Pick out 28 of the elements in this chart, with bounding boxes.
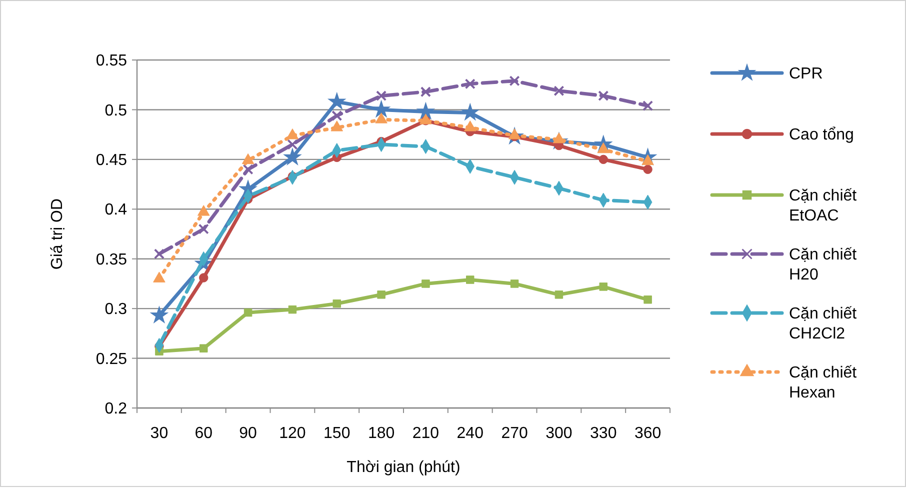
y-tick-label: 0.4 [104, 202, 128, 219]
y-tick-label: 0.25 [96, 350, 128, 368]
legend-label: CPR [789, 66, 823, 83]
legend-label: Cao tổng [789, 126, 854, 144]
legend-label: Cặn chiết CH2Cl2 [789, 306, 858, 343]
x-tick-label: 210 [412, 425, 440, 442]
x-tick-label: 150 [324, 425, 350, 442]
x-tick-label: 360 [634, 425, 662, 442]
y-tick-label: 0.45 [96, 152, 128, 170]
x-tick-label: 330 [590, 425, 617, 442]
x-axis-title: Thời gian (phút) [346, 459, 460, 476]
x-tick-label: 90 [239, 425, 258, 442]
x-tick-label: 120 [279, 425, 306, 442]
legend-label: Cặn chiết Hexan [789, 364, 858, 402]
y-tick-label: 0.5 [104, 102, 128, 120]
x-tick-label: 60 [194, 425, 213, 442]
x-tick-label: 300 [546, 425, 572, 442]
y-axis-title: Giá trị OD [49, 198, 66, 270]
y-tick-label: 0.55 [96, 52, 128, 70]
legend-label: Cặn chiết H20 [789, 246, 858, 284]
y-tick-label: 0.2 [104, 400, 128, 418]
y-tick-label: 0.35 [96, 251, 128, 268]
y-tick-label: 0.3 [104, 301, 128, 318]
x-tick-label: 240 [456, 425, 484, 442]
x-tick-label: 30 [150, 425, 168, 442]
x-tick-label: 270 [501, 425, 528, 442]
x-tick-label: 180 [368, 425, 395, 442]
legend-label: Cặn chiết EtOAC [789, 188, 858, 225]
